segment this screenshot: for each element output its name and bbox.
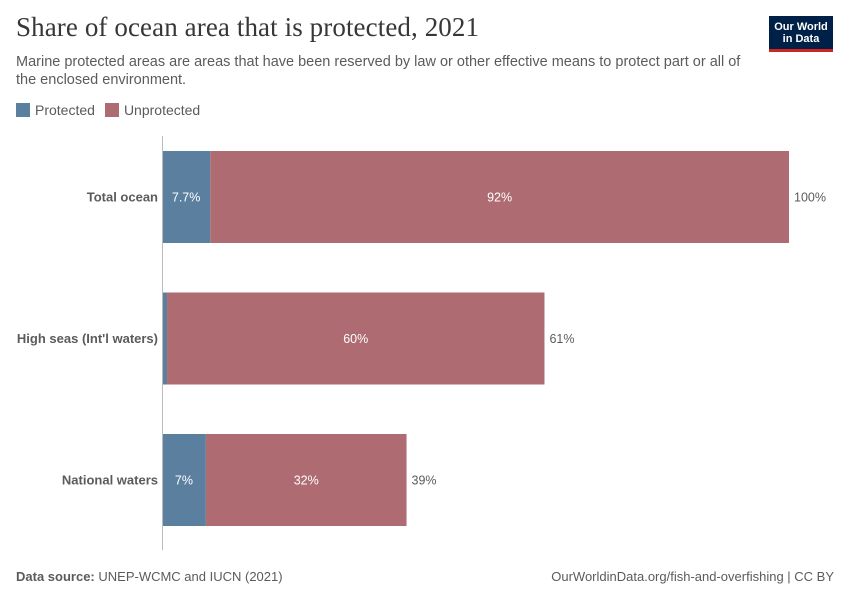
- bar-protected-total-ocean: [162, 151, 211, 243]
- legend-label-unprotected: Unprotected: [123, 102, 201, 118]
- chart-title: Share of ocean area that is protected, 2…: [16, 12, 480, 42]
- logo-line-2: in Data: [782, 33, 820, 45]
- legend-item-unprotected[interactable]: Unprotected: [104, 102, 201, 118]
- bar-protected-high-seas-int-l-waters: [162, 292, 168, 385]
- legend-swatch-protected: [16, 103, 30, 117]
- category-label-high-seas-int-l-waters: High seas (Int'l waters): [17, 331, 158, 346]
- data-label-unprotected-high-seas-int-l-waters: 60%: [343, 332, 368, 346]
- legend-label-protected: Protected: [35, 102, 95, 118]
- legend: Protected Unprotected: [16, 102, 210, 118]
- bar-unprotected-national-waters: [205, 434, 407, 526]
- chart-subtitle: Marine protected areas are areas that ha…: [16, 54, 741, 88]
- data-label-protected-national-waters: 7%: [175, 474, 193, 488]
- bar-unprotected-total-ocean: [210, 151, 790, 243]
- total-label-high-seas-int-l-waters: 61%: [549, 332, 574, 346]
- bar-protected-national-waters: [162, 434, 206, 526]
- stacked-bar-chart: Total ocean 7.7% 92% 100% High seas (Int'l w…: [17, 136, 826, 550]
- total-label-national-waters: 39%: [412, 474, 437, 488]
- category-label-national-waters: National waters: [62, 473, 158, 488]
- owid-logo[interactable]: Our World in Data: [769, 16, 833, 52]
- bar-unprotected-high-seas-int-l-waters: [167, 292, 545, 385]
- logo-line-1: Our World: [774, 21, 828, 33]
- data-label-protected-total-ocean: 7.7%: [172, 191, 201, 205]
- data-label-unprotected-total-ocean: 92%: [487, 191, 512, 205]
- legend-item-protected[interactable]: Protected: [16, 102, 95, 118]
- legend-swatch-unprotected: [104, 103, 119, 117]
- footer-url[interactable]: OurWorldinData.org/fish-and-overfishing …: [551, 569, 834, 584]
- total-label-total-ocean: 100%: [794, 191, 826, 205]
- data-label-unprotected-national-waters: 32%: [294, 474, 319, 488]
- data-source-label: Data source:: [16, 569, 95, 584]
- data-source-text[interactable]: UNEP-WCMC and IUCN (2021): [98, 569, 283, 584]
- data-source: Data source: UNEP-WCMC and IUCN (2021): [16, 569, 283, 584]
- category-label-total-ocean: Total ocean: [87, 190, 158, 205]
